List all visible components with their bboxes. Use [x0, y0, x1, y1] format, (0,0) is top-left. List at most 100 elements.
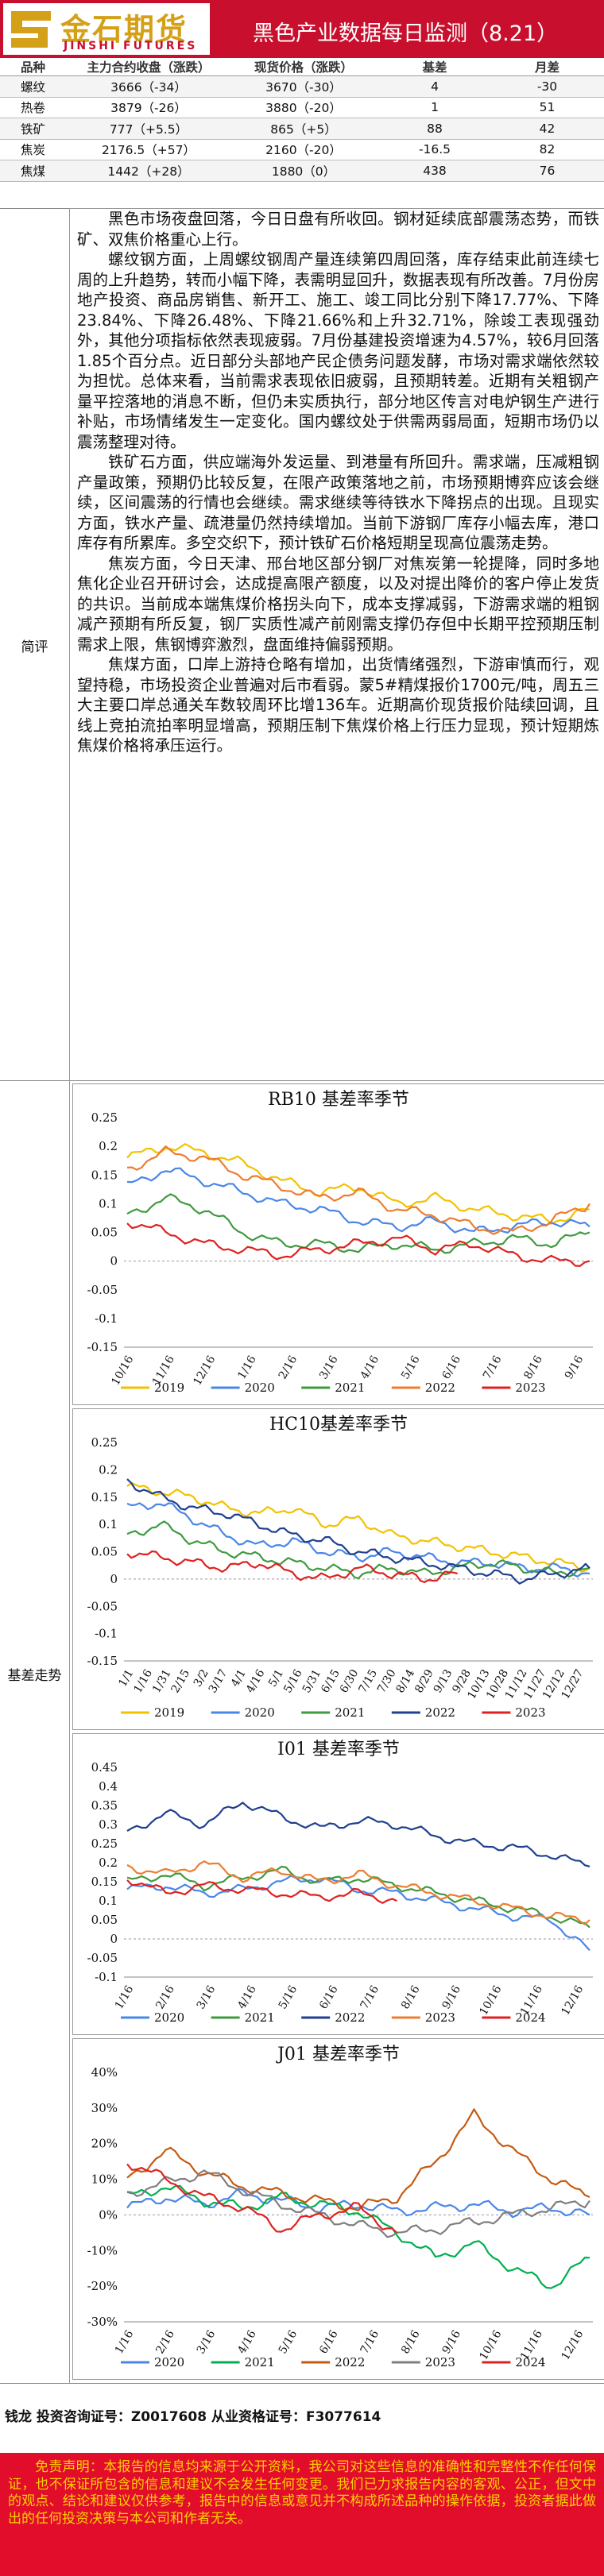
chart-rb10: RB10 基差率季节 0.25 0.2 0.15 0.1 0.05 0 -0.05 -0.1 -0…	[72, 1083, 604, 1405]
y-tick-label: -0.05	[87, 1951, 118, 1965]
x-tick-label: 6/16	[317, 2328, 341, 2356]
legend-label: 2023	[425, 2010, 455, 2025]
series-line-2019	[126, 1481, 590, 1573]
x-tick-label: 1/16	[113, 1983, 137, 2011]
logo-text-cn: 金石期货	[60, 12, 188, 47]
y-tick-label: 10%	[91, 2172, 118, 2187]
x-tick-label: 4/16	[235, 1983, 259, 2011]
y-tick-label: -0.15	[87, 1340, 118, 1354]
x-tick-label: 7/30	[375, 1667, 399, 1695]
x-tick-label: 8/16	[521, 1354, 545, 1381]
x-tick-label: 12/16	[559, 2328, 586, 2362]
x-tick-label: 1/16	[131, 1667, 155, 1695]
table-cell: 865（+5）	[228, 118, 379, 140]
table-cell: 3880（-20）	[228, 97, 379, 118]
commentary-paragraph: 焦炭方面，今日天津、邢台地区部分钢厂对焦炭第一轮提降，同时多地焦化企业召开研讨会…	[77, 554, 599, 654]
x-tick-label: 8/29	[412, 1667, 436, 1695]
table-cell: 3670（-30）	[228, 75, 379, 98]
table-cell: 88	[379, 118, 490, 140]
table-cell: 1442（+28）	[69, 160, 228, 182]
x-tick-label: 3/16	[317, 1354, 341, 1381]
y-tick-label: 0.15	[91, 1490, 118, 1504]
legend-label: 2021	[245, 2355, 275, 2369]
y-tick-label: 0.3	[99, 1817, 118, 1832]
y-tick-label: 0.1	[99, 1517, 118, 1531]
x-tick-label: 5/31	[300, 1667, 324, 1695]
series-line-2021	[126, 1520, 590, 1580]
column-header: 主力合约收盘（涨跌）	[69, 58, 228, 76]
y-tick-label: -0.05	[87, 1283, 118, 1297]
x-tick-label: 3/16	[195, 2328, 219, 2356]
x-tick-label: 5/16	[399, 1354, 423, 1381]
x-tick-label: 12/16	[559, 1983, 586, 2018]
x-tick-label: 5/16	[277, 2328, 300, 2356]
table-cell: 2160（-20）	[228, 139, 379, 160]
y-tick-label: -0.15	[87, 1654, 118, 1668]
x-tick-label: 4/16	[358, 1354, 382, 1381]
y-tick-label: -0.1	[95, 1970, 118, 1984]
y-tick-label: 0.35	[91, 1798, 118, 1813]
x-tick-label: 5/16	[281, 1667, 305, 1695]
disclaimer-box: 免责声明：本报告的信息均来源于公开资料，我公司对这些信息的准确性和完整性不作任何…	[0, 2453, 604, 2576]
legend-label: 2021	[335, 1705, 365, 1720]
table-cell: 2176.5（+57）	[69, 139, 228, 160]
table-row: 热卷 3879（-26） 3880（-20） 1 51	[0, 97, 604, 118]
legend-label: 2023	[515, 1381, 545, 1395]
table-cell: 76	[490, 160, 604, 182]
commentary-paragraph: 焦煤方面，口岸上游持仓略有增加，出货情绪强烈，下游审慎而行，观望持稳，市场投资企…	[77, 655, 599, 755]
table-cell: 42	[490, 118, 604, 140]
y-tick-label: 20%	[91, 2137, 118, 2151]
legend-label: 2019	[154, 1705, 184, 1720]
charts-label: 基差走势	[7, 1668, 62, 1684]
x-tick-label: 3/16	[195, 1983, 219, 2011]
table-header-row: 品种 主力合约收盘（涨跌） 现货价格（涨跌） 基差 月差	[0, 58, 604, 76]
table-cell: 1	[379, 97, 490, 118]
legend-label: 2022	[335, 2355, 365, 2369]
x-tick-label: 10/16	[478, 2328, 505, 2362]
series-line-2021	[126, 2184, 590, 2289]
company-logo: 金石期货 JINSHI FUTURES	[3, 3, 210, 55]
y-tick-label: 0	[110, 1254, 118, 1269]
x-tick-label: 1/16	[235, 1354, 259, 1381]
legend-label: 2020	[154, 2355, 184, 2369]
y-tick-label: 0%	[99, 2207, 118, 2222]
table-row: 焦炭 2176.5（+57） 2160（-20） -16.5 82	[0, 139, 604, 160]
series-line-2023	[126, 2169, 590, 2238]
y-tick-label: -0.1	[95, 1311, 118, 1326]
x-tick-label: 4/16	[235, 2328, 259, 2356]
commentary-paragraph: 黑色市场夜盘回落，今日日盘有所收回。钢材延续底部震荡态势，而铁矿、双焦价格重心上…	[77, 210, 599, 249]
price-table: 品种 主力合约收盘（涨跌） 现货价格（涨跌） 基差 月差 螺纹 3666（-34…	[0, 58, 604, 182]
x-tick-label: 8/16	[399, 2328, 423, 2356]
x-tick-label: 10/16	[109, 1354, 136, 1388]
x-tick-label: 2/16	[277, 1354, 300, 1381]
table-cell: 438	[379, 160, 490, 182]
legend-label: 2020	[245, 1705, 275, 1720]
table-cell: 3879（-26）	[69, 97, 228, 118]
section-divider	[0, 2383, 604, 2384]
series-line-2022	[126, 1802, 590, 1867]
column-header: 品种	[0, 58, 69, 76]
x-tick-label: 7/16	[358, 1983, 382, 2011]
legend-label: 2021	[245, 2010, 275, 2025]
table-cell: 3666（-34）	[69, 75, 228, 98]
logo-text-en: JINSHI FUTURES	[64, 40, 198, 52]
chart-title: J01 基差率季节	[276, 2045, 400, 2064]
series-line-2020	[126, 2188, 590, 2219]
table-cell: 焦煤	[0, 160, 69, 182]
series-line-2019	[126, 1143, 590, 1225]
legend-label: 2019	[154, 1381, 184, 1395]
x-tick-label: 6/30	[338, 1667, 362, 1695]
x-tick-label: 3/17	[207, 1667, 230, 1695]
x-tick-label: 10/16	[478, 1983, 505, 2018]
series-line-2022	[126, 2108, 590, 2211]
x-tick-label: 9/16	[440, 2328, 464, 2356]
x-tick-label: 9/16	[440, 1983, 464, 2011]
legend-label: 2022	[335, 2010, 365, 2025]
chart-hc10-svg: HC10基差率季节 0.25 0.2 0.15 0.1 0.05 0 -0.05 -0.1 -0.…	[87, 1415, 593, 1720]
chart-i01-svg: I01 基差率季节 0.45 0.4 0.35 0.3 0.25 0.2 0.15 0.1 0.0…	[87, 1740, 593, 2025]
series-line-2021	[126, 1865, 590, 1929]
legend-label: 2024	[515, 2010, 545, 2025]
table-cell: 热卷	[0, 97, 69, 118]
table-row: 铁矿 777（+5.5） 865（+5） 88 42	[0, 118, 604, 140]
table-cell: 777（+5.5）	[69, 118, 228, 140]
